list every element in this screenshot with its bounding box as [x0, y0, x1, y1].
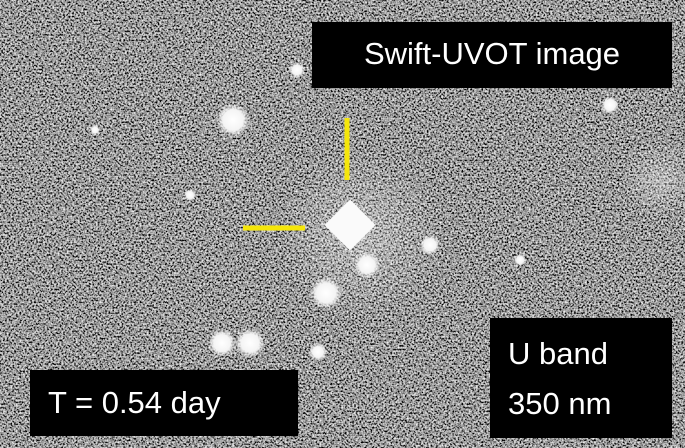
star: [310, 277, 342, 309]
wavelength: 350 nm: [508, 386, 611, 421]
star: [208, 329, 236, 357]
star: [90, 125, 100, 135]
star: [289, 62, 305, 78]
star: [235, 328, 265, 358]
star: [420, 235, 440, 255]
star: [184, 189, 196, 201]
star: [216, 103, 250, 137]
star: [514, 254, 526, 266]
star: [354, 252, 380, 278]
star: [601, 96, 619, 114]
band: U band: [508, 336, 608, 371]
star: [309, 343, 327, 361]
title: Swift-UVOT image: [364, 36, 620, 71]
band-box: [490, 318, 672, 438]
stars: [90, 62, 619, 361]
time: T = 0.54 day: [48, 385, 221, 420]
time-box: [30, 370, 298, 436]
diffuse-glow: [620, 140, 685, 220]
title-box: [312, 22, 672, 88]
